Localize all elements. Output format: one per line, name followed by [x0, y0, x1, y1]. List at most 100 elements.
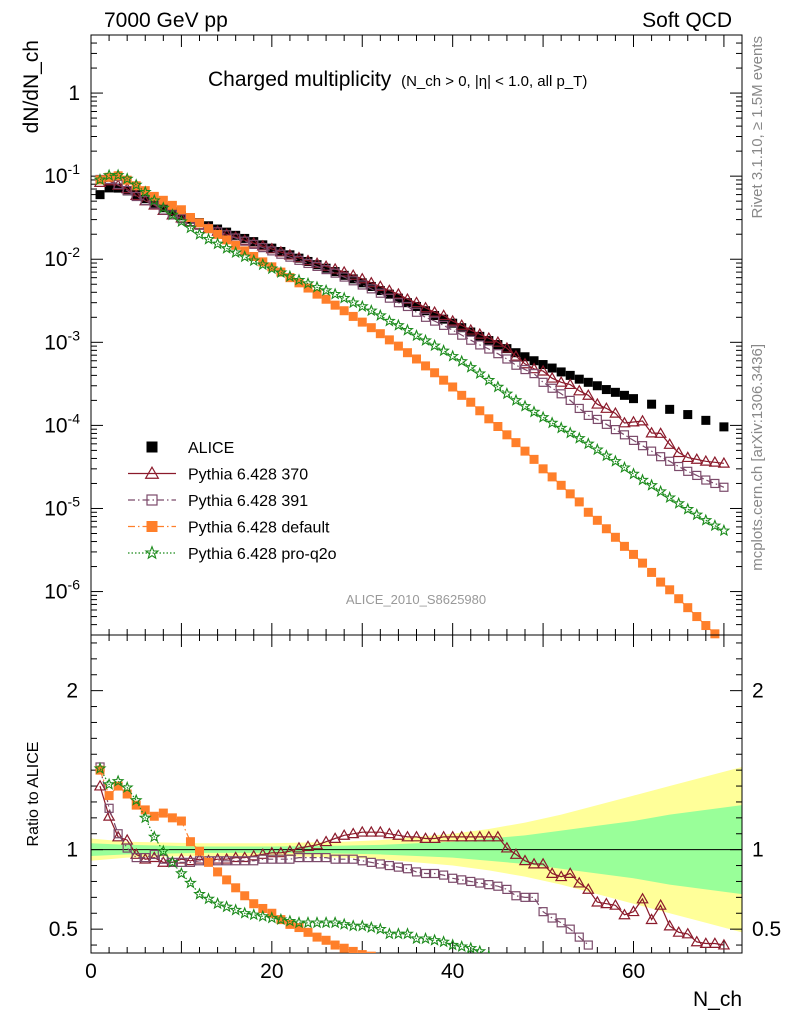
data-point [401, 292, 414, 304]
data-point [366, 323, 376, 333]
data-point [185, 212, 195, 222]
data-point [267, 246, 277, 256]
data-point [337, 828, 351, 840]
series-pythia-6-428-pro-q2o [93, 761, 499, 953]
data-point [402, 301, 413, 312]
data-point [213, 224, 223, 234]
data-point [249, 237, 259, 247]
data-point [193, 227, 206, 240]
series-pythia-6-428-391 [95, 174, 729, 492]
data-point [547, 383, 557, 393]
data-point [573, 384, 586, 396]
data-point [627, 905, 640, 917]
data-point [240, 233, 250, 243]
legend-marker [144, 545, 160, 560]
data-point [147, 193, 161, 207]
legend-label: ALICE [188, 440, 234, 457]
data-point [157, 855, 170, 867]
x-tick-label: 0 [85, 960, 97, 983]
data-point [511, 891, 521, 901]
data-point [493, 421, 503, 431]
data-point [120, 182, 134, 194]
data-point [276, 854, 286, 864]
data-point [292, 273, 306, 286]
data-point [636, 473, 650, 486]
data-point [321, 265, 331, 275]
data-point [518, 357, 532, 369]
series-line-pythia-6-428-391 [99, 766, 589, 946]
legend-entry: Pythia 6.428 default [128, 520, 330, 537]
data-point [475, 331, 485, 341]
data-point [701, 475, 711, 485]
data-point [457, 390, 467, 400]
data-point [600, 897, 613, 909]
data-point [663, 438, 676, 449]
data-point [529, 369, 539, 379]
data-point [249, 239, 259, 249]
data-point [274, 265, 288, 279]
series-pythia-6-428-pro-q2o [93, 168, 731, 537]
data-point [610, 532, 620, 542]
data-point [231, 230, 241, 240]
data-point [511, 348, 521, 358]
data-point [509, 393, 523, 406]
series-line-pythia-6-428-default [99, 175, 716, 635]
data-point [619, 541, 629, 551]
data-point [511, 438, 521, 448]
data-point [140, 195, 150, 206]
legend-marker [144, 465, 160, 479]
data-point [303, 927, 313, 937]
data-point [583, 940, 593, 950]
main-plot-frame [90, 34, 743, 636]
data-point [592, 381, 602, 391]
data-point [628, 435, 639, 445]
data-point [175, 866, 188, 879]
data-point [627, 467, 640, 480]
data-point [330, 940, 340, 950]
data-point [502, 884, 512, 895]
data-point [692, 470, 702, 481]
data-point [672, 496, 686, 509]
data-point [328, 287, 342, 300]
data-point [240, 856, 250, 866]
y-tick-label: 10-1 [44, 161, 80, 188]
data-point [231, 856, 241, 866]
legend-marker [146, 441, 158, 453]
data-point [258, 240, 268, 250]
data-point [384, 335, 394, 345]
data-point [204, 857, 214, 867]
data-point [113, 179, 123, 190]
data-point [328, 916, 342, 929]
data-point [701, 415, 711, 425]
data-point [185, 857, 196, 867]
main-axis-ticks: 1 10-1 10-2 10-3 10-4 10-5 10-6 [44, 34, 742, 636]
data-point [646, 446, 657, 456]
data-point [429, 316, 440, 326]
data-point [212, 856, 223, 866]
data-point [195, 846, 204, 856]
data-point [267, 262, 277, 272]
data-point [176, 214, 187, 224]
data-point [520, 352, 530, 362]
data-point [276, 915, 286, 925]
data-point [376, 955, 385, 964]
data-point [364, 304, 378, 317]
data-point [140, 852, 150, 863]
data-point [448, 382, 458, 392]
data-point [681, 502, 695, 515]
data-point [265, 911, 279, 924]
data-point [301, 254, 315, 266]
data-point [337, 265, 351, 277]
data-point [520, 892, 530, 902]
data-point [337, 291, 351, 304]
data-point [545, 416, 559, 429]
data-point [156, 201, 170, 214]
data-point [547, 472, 557, 482]
data-point [547, 363, 557, 373]
data-point [538, 360, 548, 370]
rivet-version-label: Rivet 3.1.10, ≥ 1.5M events [749, 36, 766, 219]
data-point [518, 854, 532, 866]
data-point [321, 294, 331, 304]
x-tick-label: 60 [622, 960, 645, 983]
legend-label: Pythia 6.428 391 [188, 493, 308, 510]
